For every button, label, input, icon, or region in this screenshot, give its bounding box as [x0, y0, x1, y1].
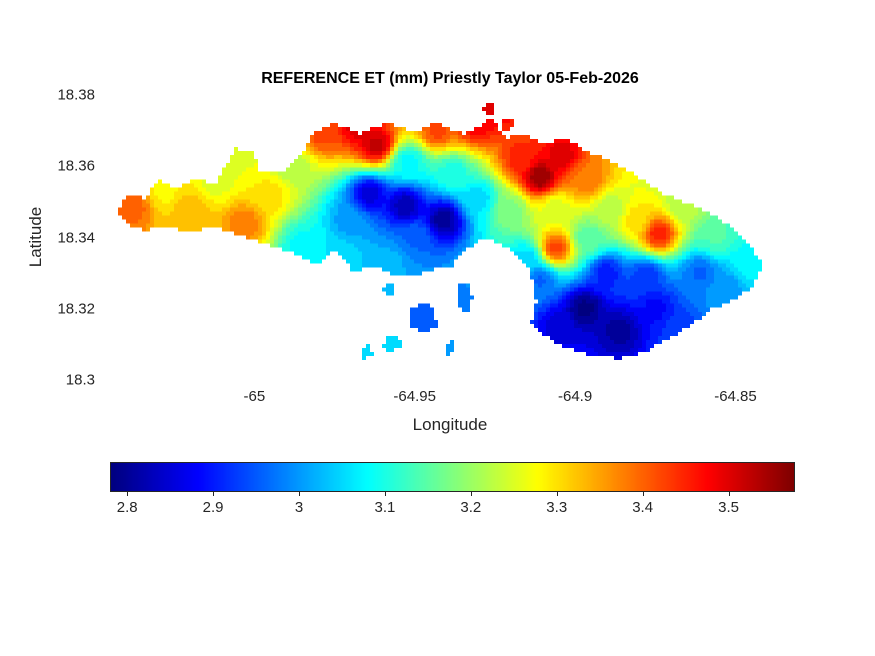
colorbar-tick-label: 3.4 [632, 499, 654, 516]
y-tick-label: 18.38 [57, 86, 95, 104]
y-tick-label: 18.32 [57, 300, 95, 318]
colorbar-tick-label: 3.1 [374, 499, 396, 516]
colorbar-tick-mark [384, 492, 386, 496]
colorbar-tick-label: 3 [294, 499, 304, 516]
et-heatmap-canvas [110, 95, 790, 380]
y-axis-ticks: 18.38 18.36 18.34 18.32 18.3 [0, 87, 102, 389]
y-tick-label: 18.34 [57, 229, 95, 246]
y-tick-label: 18.3 [65, 371, 95, 389]
colorbar-tick-label: 2.9 [202, 499, 224, 516]
colorbar-tick-label: 3.3 [546, 499, 568, 516]
x-tick-label: -64.9 [557, 388, 593, 405]
colorbar-tick-mark [213, 492, 215, 496]
colorbar-tick-mark [127, 492, 129, 496]
x-axis-label: Longitude [412, 415, 488, 434]
y-tick-label: 18.36 [57, 157, 95, 175]
colorbar-tick-label: 3.5 [718, 499, 739, 516]
x-tick-label: -65 [243, 388, 266, 405]
x-tick-label: -64.95 [393, 388, 436, 405]
colorbar-gradient [111, 463, 794, 491]
x-tick-label: -64.85 [714, 388, 757, 405]
colorbar-tick-mark [642, 492, 644, 496]
colorbar-tick-mark [470, 492, 472, 496]
colorbar-tick-mark [728, 492, 730, 496]
colorbar-tick-label: 3.2 [460, 499, 482, 516]
colorbar-tick-label: 2.8 [116, 499, 138, 516]
colorbar-tick-mark [299, 492, 300, 496]
colorbar-tick-mark [556, 492, 558, 496]
colorbar [110, 462, 795, 492]
chart-title: REFERENCE ET (mm) Priestly Taylor 05-Feb… [261, 70, 639, 87]
plot-area [110, 95, 790, 380]
x-axis-ticks: -65 -64.95 -64.9 -64.85 [110, 388, 790, 408]
